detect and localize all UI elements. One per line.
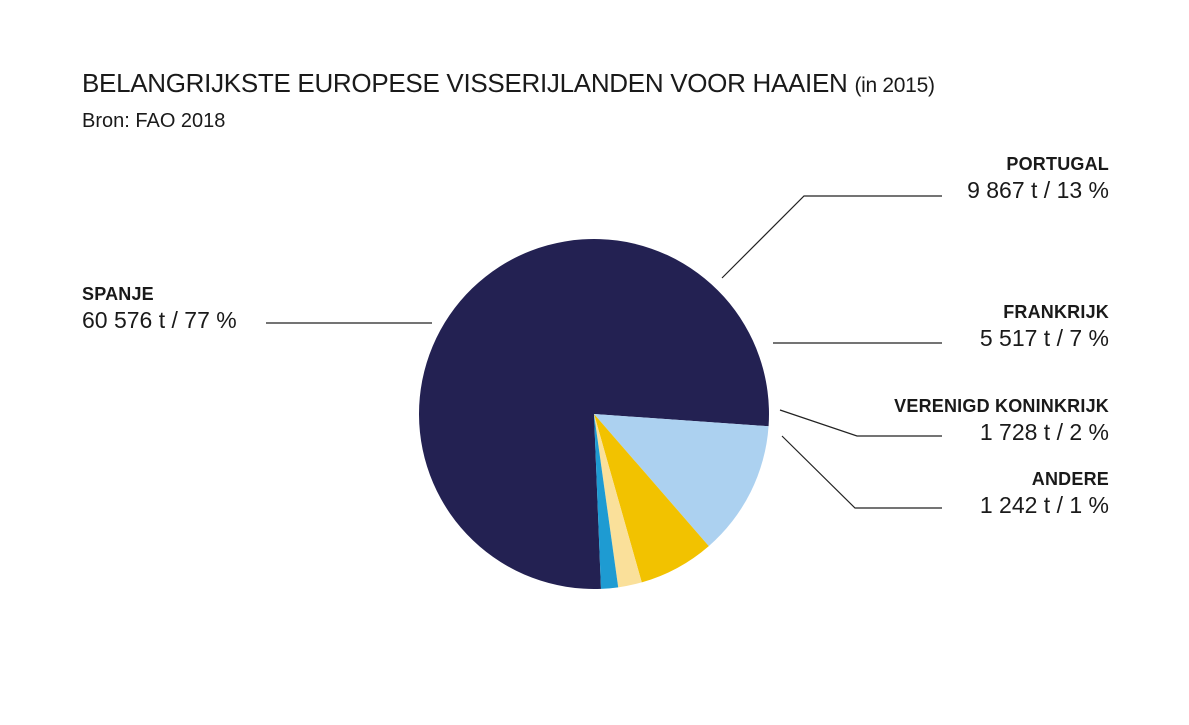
chart-title: BELANGRIJKSTE EUROPESE VISSERIJLANDEN VO… — [82, 68, 935, 99]
leader-line-andere — [781, 435, 942, 509]
label-portugal: PORTUGAL 9 867 t / 13 % — [967, 154, 1109, 204]
leader-lines — [266, 195, 942, 509]
label-verenigd-koninkrijk: VERENIGD KONINKRIJK 1 728 t / 2 % — [894, 396, 1109, 446]
label-verenigd-koninkrijk-value: 1 728 t / 2 % — [979, 419, 1109, 445]
leader-line-portugal — [721, 195, 942, 279]
leader-line-verenigd-koninkrijk — [779, 409, 942, 437]
title-text: BELANGRIJKSTE EUROPESE VISSERIJLANDEN VO… — [82, 68, 848, 98]
title-year: (in 2015) — [854, 74, 935, 97]
label-frankrijk: FRANKRIJK 5 517 t / 7 % — [980, 302, 1109, 352]
label-andere: ANDERE 1 242 t / 1 % — [980, 469, 1109, 519]
label-spanje-name: SPANJE — [82, 284, 154, 304]
pie-slice-verenigd-koninkrijk — [594, 414, 642, 588]
label-portugal-value: 9 867 t / 13 % — [967, 177, 1109, 203]
label-andere-value: 1 242 t / 1 % — [979, 492, 1109, 518]
pie-slices — [418, 238, 769, 589]
pie-slice-frankrijk — [594, 414, 709, 583]
label-portugal-name: PORTUGAL — [1006, 154, 1109, 174]
pie-slice-andere — [594, 414, 619, 589]
label-frankrijk-name: FRANKRIJK — [1003, 302, 1109, 322]
chart-source: Bron: FAO 2018 — [82, 110, 226, 132]
pie-slice-spanje — [418, 238, 769, 589]
label-spanje: SPANJE 60 576 t / 77 % — [82, 284, 237, 334]
label-andere-name: ANDERE — [1031, 469, 1109, 489]
label-frankrijk-value: 5 517 t / 7 % — [979, 325, 1109, 351]
pie-slice-portugal — [594, 414, 769, 547]
label-spanje-value: 60 576 t / 77 % — [82, 307, 237, 333]
label-verenigd-koninkrijk-name: VERENIGD KONINKRIJK — [894, 396, 1109, 416]
